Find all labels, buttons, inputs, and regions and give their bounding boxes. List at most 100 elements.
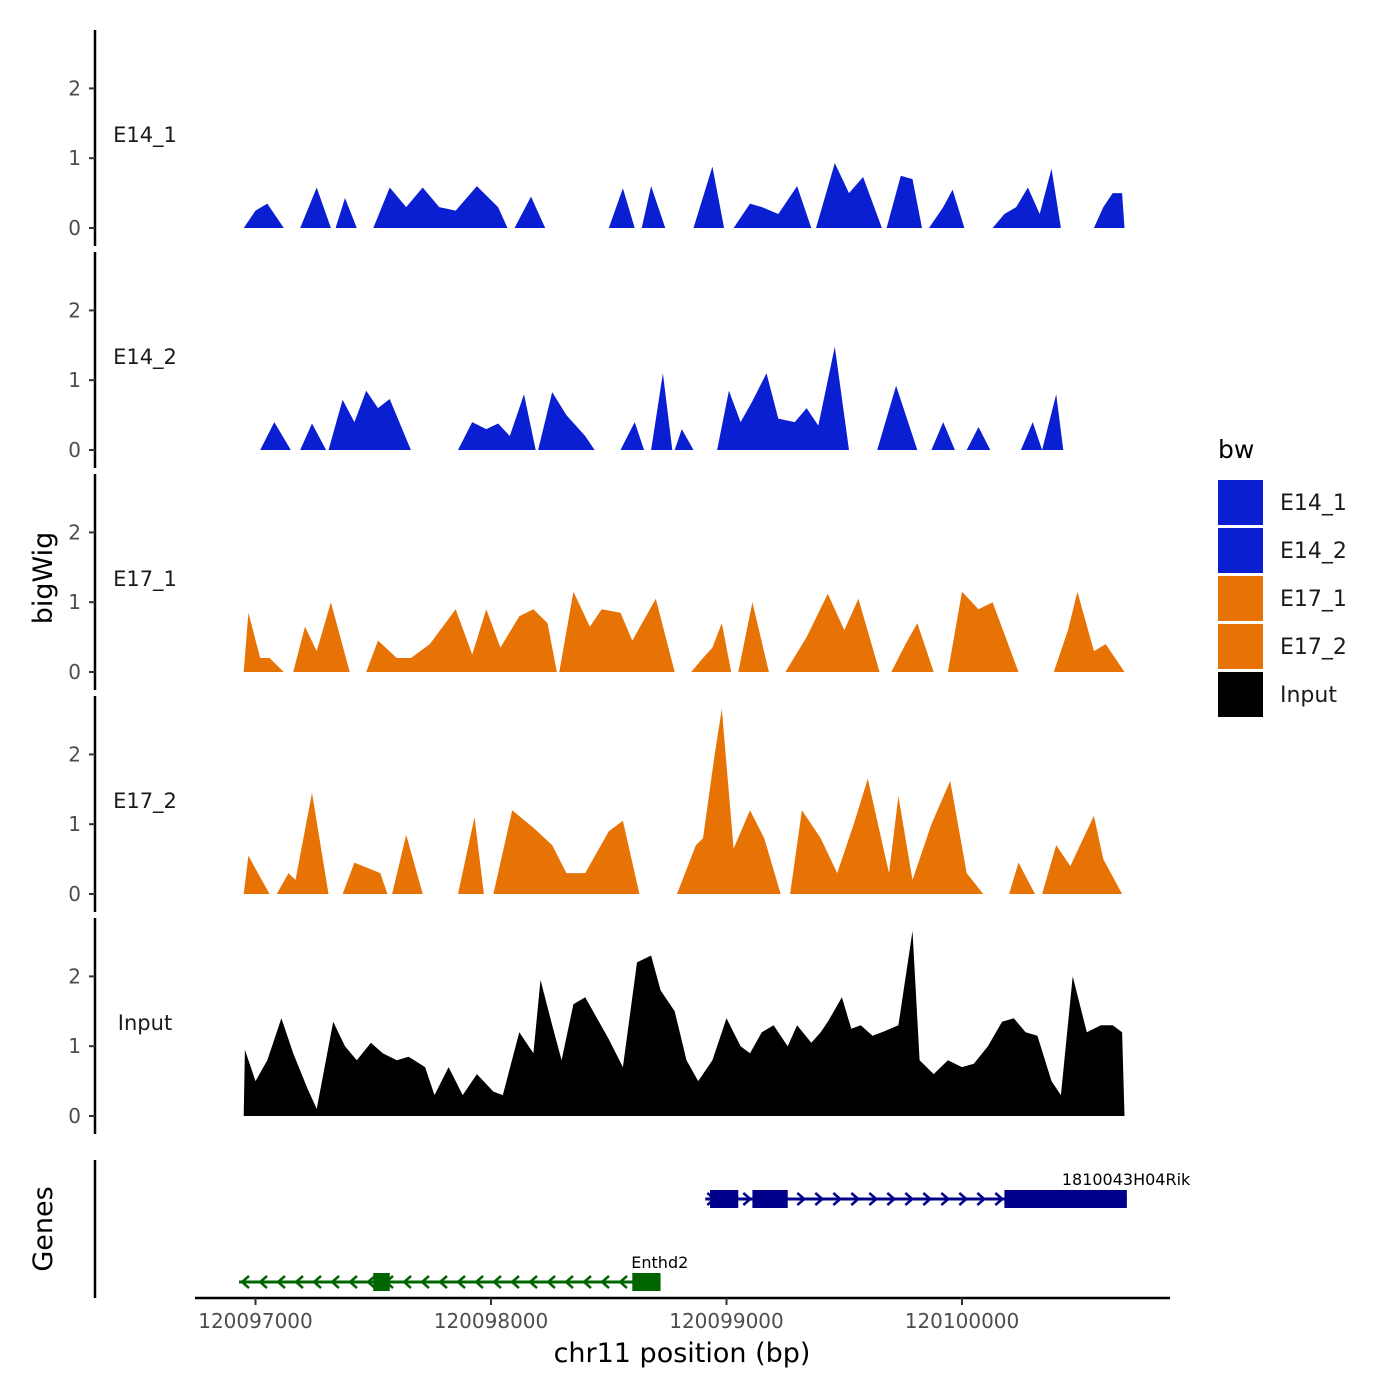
- panel-e17_1: 0 1 2 E17_1: [68, 474, 1125, 690]
- signal-panels: 0 1 2 E14_1 0 1 2 E14_2 0 1 2 E17_1 0 1 2 E17_2 0 1 2 Input: [68, 30, 1125, 1134]
- gene-enthd2: Enthd2: [239, 1253, 688, 1291]
- strand-arrow: [582, 1275, 592, 1289]
- strand-arrow: [240, 1275, 250, 1289]
- track-label: Input: [118, 1011, 172, 1035]
- legend-swatch: [1218, 528, 1263, 573]
- strand-arrow: [312, 1275, 322, 1289]
- exon: [710, 1190, 739, 1208]
- x-tick-label: 120099000: [669, 1309, 784, 1333]
- strand-arrow: [976, 1192, 987, 1206]
- strand-arrow: [600, 1275, 610, 1289]
- strand-arrow: [528, 1275, 538, 1289]
- y-tick-label: 2: [68, 964, 81, 988]
- x-axis-title: chr11 position (bp): [554, 1338, 811, 1369]
- x-tick-label: 120100000: [905, 1309, 1020, 1333]
- legend-label: E14_2: [1280, 539, 1347, 564]
- y-tick-label: 2: [68, 76, 81, 100]
- strand-arrow: [420, 1275, 430, 1289]
- legend-items: E14_1 E14_2 E17_1 E17_2 Input: [1218, 480, 1347, 717]
- track-label: E14_2: [113, 345, 177, 370]
- y-tick-label: 1: [68, 590, 81, 614]
- x-axis: 120097000 120098000 120099000 120100000: [195, 1296, 1170, 1333]
- strand-arrow: [366, 1275, 376, 1289]
- panel-e17_2: 0 1 2 E17_2: [68, 696, 1123, 912]
- gene-1810043h04rik: 1810043H04Rik: [705, 1170, 1191, 1208]
- exon: [373, 1273, 390, 1291]
- signal-area: [243, 591, 1125, 672]
- strand-arrow: [796, 1192, 807, 1206]
- strand-arrow: [348, 1275, 358, 1289]
- legend-label: Input: [1280, 683, 1337, 708]
- legend-item-e17_1: E17_1: [1218, 576, 1347, 621]
- y-tick-label: 2: [68, 298, 81, 322]
- strand-arrow: [546, 1275, 556, 1289]
- panel-e14_2: 0 1 2 E14_2: [68, 252, 1064, 468]
- panel-e14_1: 0 1 2 E14_1: [68, 30, 1125, 246]
- y-tick-label: 1: [68, 812, 81, 836]
- legend-swatch: [1218, 576, 1263, 621]
- y-tick-label: 2: [68, 520, 81, 544]
- strand-arrow: [276, 1275, 286, 1289]
- x-tick-label: 120097000: [198, 1309, 313, 1333]
- strand-arrow: [832, 1192, 843, 1206]
- strand-arrow: [850, 1192, 861, 1206]
- track-label: E14_1: [113, 123, 177, 148]
- exon: [1004, 1190, 1127, 1208]
- legend-label: E17_2: [1280, 635, 1347, 660]
- panel-input: 0 1 2 Input: [68, 918, 1125, 1134]
- track-label: E17_1: [113, 567, 177, 592]
- strand-arrow: [886, 1192, 897, 1206]
- gene-label: Enthd2: [631, 1253, 688, 1272]
- strand-arrow: [742, 1192, 753, 1206]
- strand-arrow: [940, 1192, 951, 1206]
- legend-item-e14_2: E14_2: [1218, 528, 1347, 573]
- y-tick-label: 1: [68, 1034, 81, 1058]
- signal-area: [243, 709, 1123, 894]
- legend: bw E14_1 E14_2 E17_1 E17_2 Input: [1218, 435, 1347, 717]
- genes-axis-title: Genes: [28, 1186, 59, 1271]
- strand-arrow: [564, 1275, 574, 1289]
- y-tick-label: 1: [68, 146, 81, 170]
- y-tick-label: 0: [68, 660, 81, 684]
- strand-arrow: [904, 1192, 915, 1206]
- exon: [752, 1190, 788, 1208]
- strand-arrow: [402, 1275, 412, 1289]
- strand-arrow: [456, 1275, 466, 1289]
- strand-arrow: [258, 1275, 268, 1289]
- strand-arrow: [492, 1275, 502, 1289]
- strand-arrow: [922, 1192, 933, 1206]
- strand-arrow: [618, 1275, 628, 1289]
- legend-swatch: [1218, 480, 1263, 525]
- strand-arrow: [474, 1275, 484, 1289]
- strand-arrow: [994, 1192, 1005, 1206]
- y-tick-label: 0: [68, 216, 81, 240]
- legend-swatch: [1218, 672, 1263, 717]
- legend-title: bw: [1218, 435, 1254, 464]
- strand-arrow: [868, 1192, 879, 1206]
- y-tick-label: 2: [68, 742, 81, 766]
- signal-area: [243, 163, 1125, 228]
- legend-label: E17_1: [1280, 587, 1347, 612]
- strand-arrow: [294, 1275, 304, 1289]
- legend-label: E14_1: [1280, 491, 1347, 516]
- legend-item-e14_1: E14_1: [1218, 480, 1347, 525]
- strand-arrow: [814, 1192, 825, 1206]
- y-axis-title: bigWig: [28, 532, 59, 625]
- legend-item-e17_2: E17_2: [1218, 624, 1347, 669]
- y-tick-label: 1: [68, 368, 81, 392]
- legend-swatch: [1218, 624, 1263, 669]
- track-label: E17_2: [113, 789, 177, 814]
- strand-arrow: [510, 1275, 520, 1289]
- strand-arrow: [438, 1275, 448, 1289]
- exon: [632, 1273, 661, 1291]
- x-tick-label: 120098000: [434, 1309, 549, 1333]
- signal-area: [243, 931, 1125, 1116]
- y-tick-label: 0: [68, 1104, 81, 1128]
- strand-arrow: [330, 1275, 340, 1289]
- legend-item-input: Input: [1218, 672, 1337, 717]
- signal-area: [260, 346, 1064, 450]
- gene-track: 1810043H04Rik Enthd2: [93, 1160, 1191, 1298]
- strand-arrow: [958, 1192, 969, 1206]
- y-tick-label: 0: [68, 438, 81, 462]
